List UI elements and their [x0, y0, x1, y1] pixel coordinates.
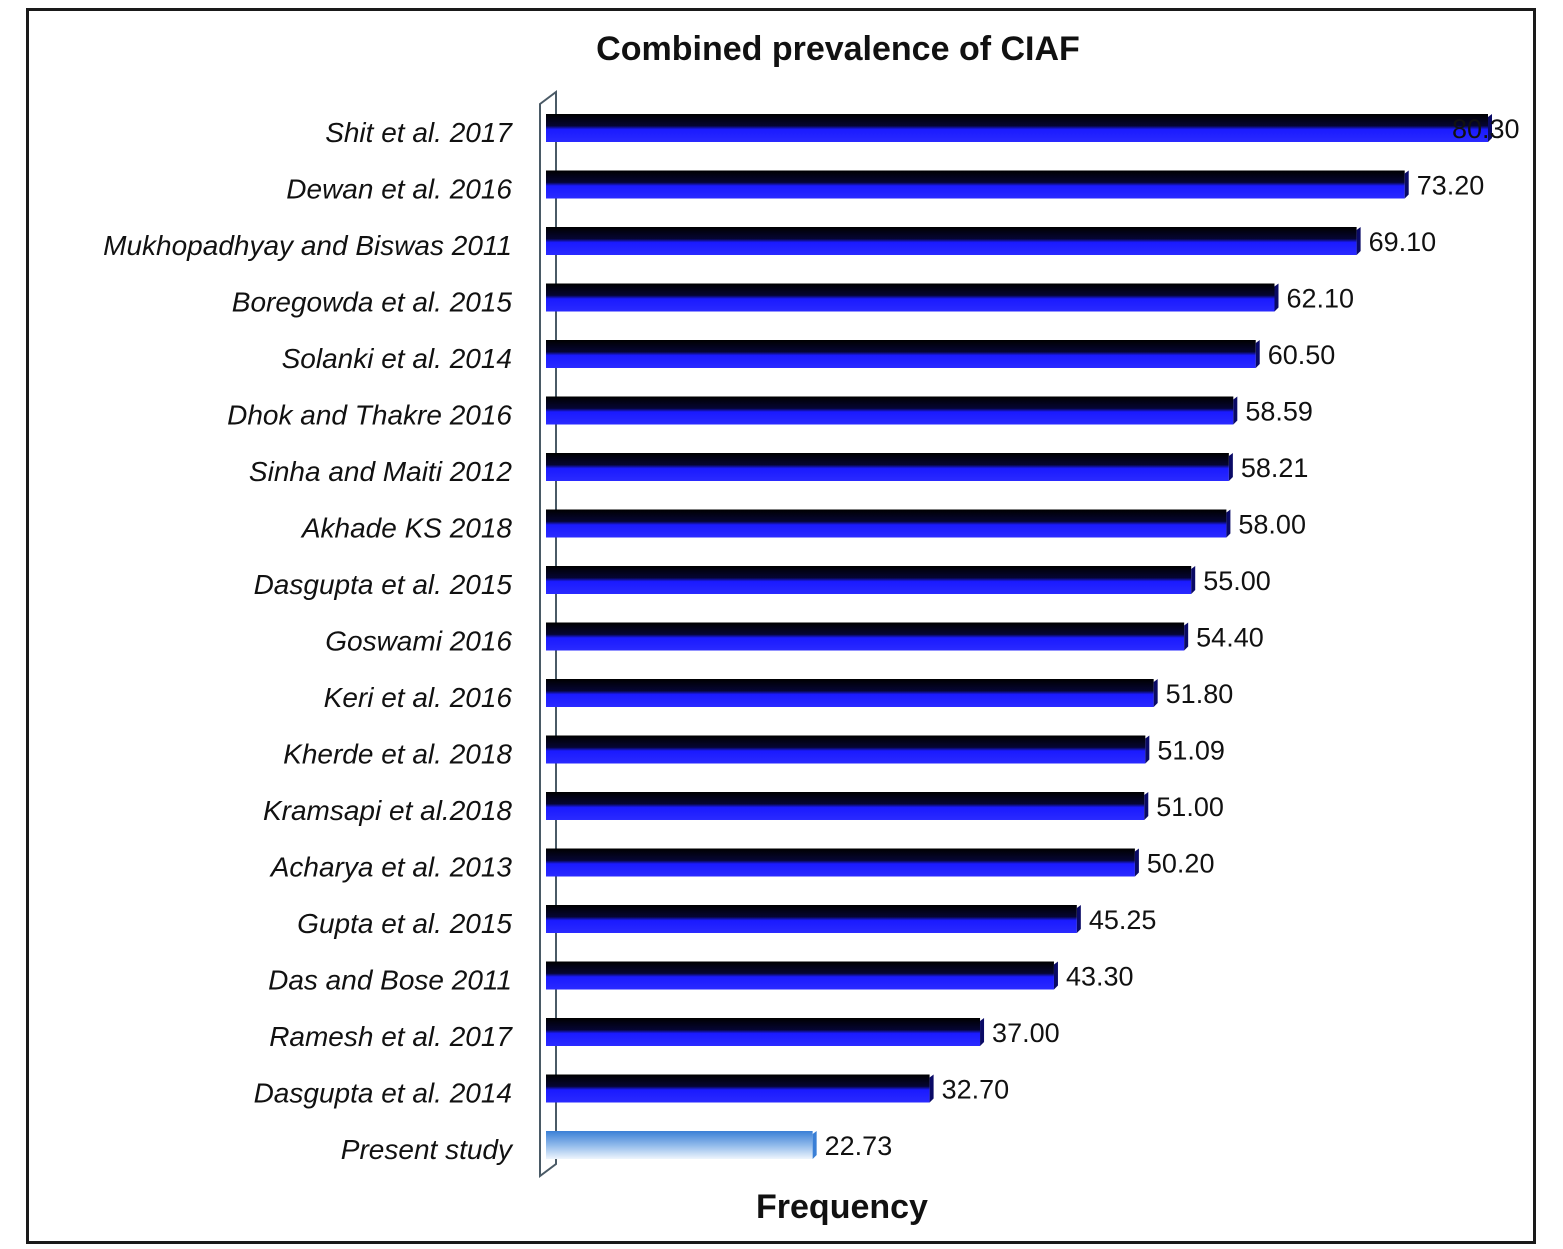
- bar-cap-5: [1233, 396, 1238, 425]
- value-label-0: 80.30: [1452, 114, 1520, 144]
- category-label-16: Ramesh et al. 2017: [269, 1021, 513, 1052]
- bar-12: [546, 792, 1145, 820]
- bar-2: [546, 227, 1357, 255]
- category-label-8: Dasgupta et al. 2015: [254, 569, 513, 600]
- value-label-6: 58.21: [1241, 453, 1309, 483]
- bar-9: [546, 622, 1185, 651]
- bar-8: [546, 566, 1192, 594]
- x-axis-label: Frequency: [756, 1188, 928, 1226]
- value-label-3: 62.10: [1286, 284, 1354, 314]
- bar-15: [546, 961, 1054, 990]
- value-label-14: 45.25: [1089, 905, 1157, 935]
- bar-1: [546, 170, 1405, 199]
- bar-11: [546, 735, 1146, 764]
- bar-16: [546, 1018, 981, 1046]
- category-label-0: Shit et al. 2017: [325, 117, 513, 148]
- category-label-9: Goswami 2016: [325, 626, 512, 657]
- bar-14: [546, 905, 1077, 933]
- bar-cap-7: [1226, 509, 1231, 538]
- value-label-11: 51.09: [1157, 736, 1225, 766]
- bar-cap-2: [1356, 227, 1361, 255]
- bar-cap-13: [1134, 848, 1139, 877]
- category-label-17: Dasgupta et al. 2014: [254, 1078, 512, 1109]
- bar-cap-17: [929, 1074, 934, 1103]
- value-label-1: 73.20: [1417, 171, 1485, 201]
- category-label-3: Boregowda et al. 2015: [232, 287, 513, 318]
- category-label-1: Dewan et al. 2016: [286, 174, 512, 205]
- bar-cap-12: [1144, 792, 1149, 820]
- value-label-7: 58.00: [1238, 510, 1306, 540]
- bar-cap-11: [1145, 735, 1150, 764]
- category-label-15: Das and Bose 2011: [268, 965, 512, 996]
- value-label-5: 58.59: [1245, 397, 1313, 427]
- bar-cap-16: [980, 1018, 985, 1046]
- value-label-8: 55.00: [1203, 566, 1271, 596]
- category-label-10: Keri et al. 2016: [324, 682, 513, 713]
- axis-wall-panel: [539, 90, 557, 1178]
- bar-3: [546, 283, 1275, 312]
- category-label-2: Mukhopadhyay and Biswas 2011: [103, 230, 512, 261]
- value-label-17: 32.70: [942, 1075, 1010, 1105]
- value-label-18: 22.73: [825, 1131, 893, 1161]
- value-label-4: 60.50: [1268, 340, 1336, 370]
- bar-cap-8: [1191, 566, 1196, 594]
- value-label-16: 37.00: [992, 1018, 1060, 1048]
- category-label-13: Acharya et al. 2013: [269, 852, 513, 883]
- bar-5: [546, 396, 1234, 425]
- bar-cap-4: [1255, 340, 1260, 368]
- bar-6: [546, 453, 1229, 481]
- bar-cap-18: [812, 1131, 817, 1159]
- bar-10: [546, 679, 1154, 707]
- category-label-7: Akhade KS 2018: [300, 513, 513, 544]
- axis-wall: [539, 90, 557, 1178]
- bar-cap-9: [1184, 622, 1189, 651]
- bar-cap-6: [1228, 453, 1233, 481]
- category-label-6: Sinha and Maiti 2012: [249, 456, 513, 487]
- chart-frame: [26, 8, 1536, 1244]
- category-label-4: Solanki et al. 2014: [282, 343, 512, 374]
- category-label-12: Kramsapi et al.2018: [263, 795, 512, 826]
- value-label-13: 50.20: [1147, 849, 1215, 879]
- bar-0: [546, 114, 1488, 142]
- bar-cap-0: [1488, 114, 1492, 142]
- category-label-11: Kherde et al. 2018: [283, 739, 512, 770]
- bar-cap-15: [1053, 961, 1058, 990]
- category-label-18: Present study: [341, 1134, 514, 1165]
- chart-title: Combined prevalence of CIAF: [596, 30, 1080, 68]
- bar-cap-1: [1404, 170, 1409, 199]
- value-label-2: 69.10: [1369, 227, 1437, 257]
- bar-17: [546, 1074, 930, 1103]
- value-label-9: 54.40: [1196, 623, 1264, 653]
- bar-4: [546, 340, 1256, 368]
- bar-cap-10: [1153, 679, 1158, 707]
- bar-13: [546, 848, 1135, 877]
- bar-7: [546, 509, 1227, 538]
- bar-18: [546, 1131, 813, 1159]
- bar-cap-14: [1076, 905, 1081, 933]
- bar-cap-3: [1274, 283, 1279, 312]
- value-label-15: 43.30: [1066, 962, 1134, 992]
- value-label-12: 51.00: [1156, 792, 1224, 822]
- category-label-5: Dhok and Thakre 2016: [227, 400, 512, 431]
- category-label-14: Gupta et al. 2015: [297, 908, 512, 939]
- value-label-10: 51.80: [1166, 679, 1234, 709]
